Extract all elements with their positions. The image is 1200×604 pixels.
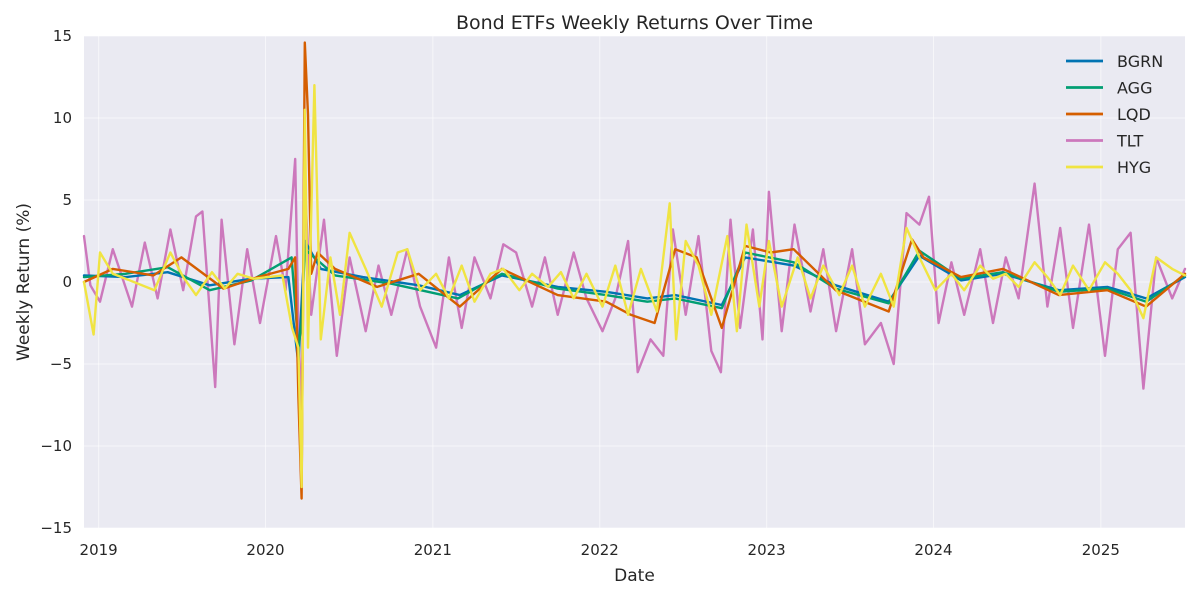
y-tick-label: 5: [62, 191, 72, 209]
legend-item-hyg: HYG: [1066, 158, 1151, 177]
legend-item-bgrn: BGRN: [1066, 52, 1163, 71]
legend-label: BGRN: [1117, 52, 1163, 71]
y-tick-label: −15: [40, 519, 72, 537]
legend-label: AGG: [1117, 79, 1152, 98]
series-line-tlt: [82, 157, 1187, 415]
series-line-hyg: [82, 83, 1187, 489]
legend-item-agg: AGG: [1066, 79, 1152, 98]
legend-item-lqd: LQD: [1066, 105, 1151, 124]
y-tick-label: 0: [62, 273, 72, 291]
x-tick-label: 2022: [581, 541, 619, 559]
x-tick-label: 2025: [1082, 541, 1120, 559]
x-tick-label: 2023: [748, 541, 786, 559]
x-tick-labels: 2019 2020 2021 2022 2023 2024 2025: [80, 541, 1120, 559]
legend: BGRN AGG LQD TLT HYG: [1066, 52, 1163, 177]
x-tick-label: 2021: [414, 541, 452, 559]
y-tick-label: 15: [53, 27, 72, 45]
y-tick-labels: −15 −10 −5 0 5 10 15: [40, 27, 72, 537]
y-tick-label: −10: [40, 437, 72, 455]
legend-item-tlt: TLT: [1066, 132, 1143, 151]
x-tick-label: 2024: [914, 541, 952, 559]
series-lines: [82, 41, 1187, 500]
x-axis-title: Date: [614, 566, 655, 586]
y-tick-label: 10: [53, 109, 72, 127]
y-axis-title: Weekly Return (%): [14, 203, 34, 361]
x-tick-label: 2020: [246, 541, 284, 559]
legend-label: LQD: [1117, 105, 1151, 124]
chart-title: Bond ETFs Weekly Returns Over Time: [456, 12, 813, 34]
x-tick-label: 2019: [80, 541, 118, 559]
grid: [84, 35, 1185, 529]
legend-label: HYG: [1117, 158, 1151, 177]
legend-label: TLT: [1116, 132, 1143, 151]
y-tick-label: −5: [50, 355, 72, 373]
series-line-lqd: [82, 41, 1187, 500]
